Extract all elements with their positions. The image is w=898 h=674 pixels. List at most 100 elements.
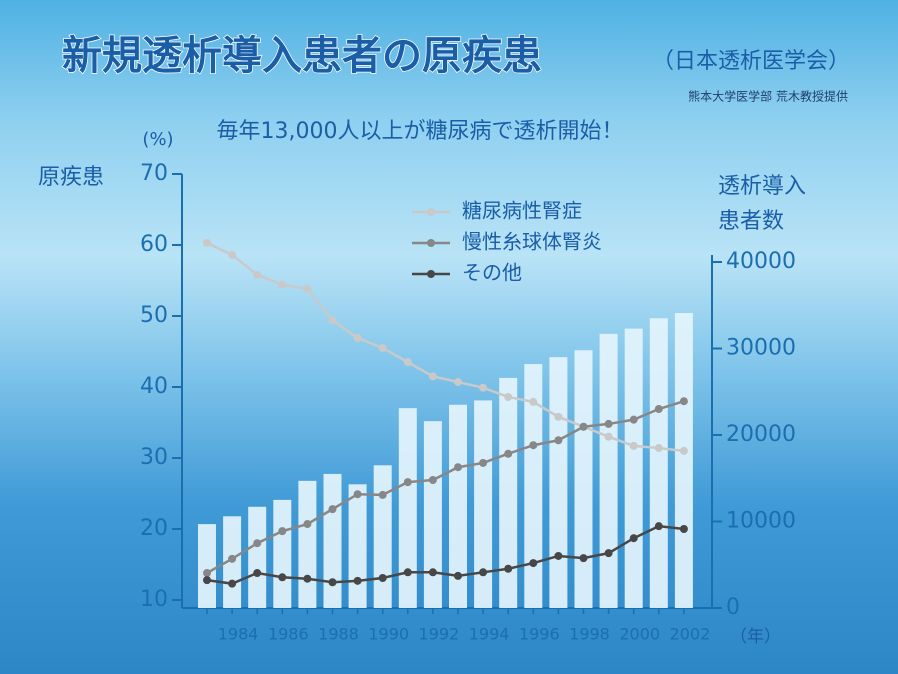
y2-tick-label: 40000 bbox=[726, 249, 796, 274]
point bbox=[278, 527, 287, 536]
headline: 毎年13,000人以上が糖尿病で透析開始！ bbox=[217, 119, 624, 144]
point bbox=[679, 446, 688, 455]
bar bbox=[423, 421, 442, 608]
point bbox=[504, 449, 513, 458]
bar bbox=[273, 499, 292, 608]
point bbox=[353, 334, 362, 343]
point bbox=[604, 419, 613, 428]
y2-label: 透析導入 bbox=[718, 174, 806, 199]
legend-label: 慢性糸球体腎炎 bbox=[462, 230, 602, 254]
point bbox=[479, 383, 488, 392]
point bbox=[328, 316, 337, 325]
y2-tick-label: 0 bbox=[726, 595, 740, 620]
point bbox=[554, 551, 563, 560]
point bbox=[479, 568, 488, 577]
legend-marker bbox=[427, 239, 435, 247]
chart-title: 新規透析導入患者の原疾患 bbox=[62, 33, 542, 79]
y-label: 原疾患 bbox=[38, 165, 104, 190]
point bbox=[328, 505, 337, 514]
point bbox=[353, 490, 362, 499]
legend-marker bbox=[427, 270, 435, 278]
x-tick-label: 1988 bbox=[318, 625, 359, 644]
point bbox=[403, 358, 412, 367]
point bbox=[203, 238, 211, 247]
point bbox=[604, 549, 613, 558]
x-tick-label: 1990 bbox=[368, 625, 409, 644]
bar bbox=[574, 350, 593, 608]
point bbox=[504, 392, 513, 401]
point bbox=[454, 378, 462, 387]
point bbox=[529, 441, 538, 450]
credit: 熊本大学医学部 荒木教授提供 bbox=[688, 89, 848, 104]
point bbox=[228, 579, 237, 588]
point bbox=[554, 436, 563, 445]
line bbox=[206, 241, 685, 453]
y-tick-label: 20 bbox=[140, 516, 168, 541]
bar bbox=[323, 473, 342, 608]
point bbox=[428, 568, 437, 577]
point bbox=[604, 432, 613, 441]
point bbox=[253, 539, 262, 548]
point bbox=[203, 576, 211, 585]
y-tick-label: 30 bbox=[140, 445, 168, 470]
y-tick-label: 10 bbox=[140, 587, 168, 612]
y-unit: (%) bbox=[142, 129, 173, 150]
bar bbox=[398, 408, 417, 608]
bar bbox=[298, 480, 317, 608]
point bbox=[654, 522, 663, 531]
point bbox=[504, 564, 513, 573]
bar bbox=[499, 377, 518, 608]
line bbox=[206, 524, 685, 585]
point bbox=[203, 569, 211, 578]
y-tick-label: 70 bbox=[140, 161, 168, 186]
bar bbox=[348, 484, 367, 608]
point bbox=[228, 250, 237, 259]
point bbox=[629, 534, 638, 543]
y-tick-label: 40 bbox=[140, 374, 168, 399]
point bbox=[228, 554, 237, 563]
x-tick-label: 2002 bbox=[670, 625, 711, 644]
legend-label: その他 bbox=[462, 261, 522, 285]
point bbox=[303, 520, 312, 529]
bar bbox=[549, 357, 568, 608]
x-tick-label: 1992 bbox=[419, 625, 460, 644]
point bbox=[253, 270, 262, 279]
point bbox=[403, 568, 412, 577]
y2-label: 患者数 bbox=[718, 209, 784, 234]
legend-marker bbox=[427, 208, 435, 216]
point bbox=[303, 574, 312, 583]
x-tick-label: 1984 bbox=[218, 625, 259, 644]
point bbox=[454, 571, 462, 580]
point bbox=[679, 397, 688, 406]
point bbox=[529, 397, 538, 406]
point bbox=[529, 559, 538, 568]
point bbox=[253, 569, 262, 578]
x-unit: （年） bbox=[730, 627, 781, 647]
y2-tick-label: 20000 bbox=[726, 422, 796, 447]
point bbox=[428, 372, 437, 381]
bar bbox=[674, 313, 693, 608]
point bbox=[454, 463, 462, 472]
x-tick-label: 1994 bbox=[469, 625, 510, 644]
point bbox=[629, 441, 638, 450]
point bbox=[579, 422, 588, 431]
point bbox=[403, 478, 412, 487]
point bbox=[579, 554, 588, 563]
bar bbox=[599, 333, 618, 608]
point bbox=[629, 415, 638, 424]
bar bbox=[248, 506, 267, 608]
line bbox=[206, 400, 685, 575]
y2-tick-label: 30000 bbox=[726, 336, 796, 361]
bar bbox=[198, 524, 216, 608]
x-tick-label: 2000 bbox=[619, 625, 660, 644]
point bbox=[278, 573, 287, 582]
point bbox=[679, 525, 688, 533]
point bbox=[479, 458, 488, 467]
bar bbox=[524, 364, 543, 608]
x-tick-label: 1986 bbox=[268, 625, 309, 644]
y-tick-label: 50 bbox=[140, 303, 168, 328]
x-tick-label: 1998 bbox=[569, 625, 610, 644]
point bbox=[378, 343, 387, 352]
bar bbox=[449, 404, 467, 608]
